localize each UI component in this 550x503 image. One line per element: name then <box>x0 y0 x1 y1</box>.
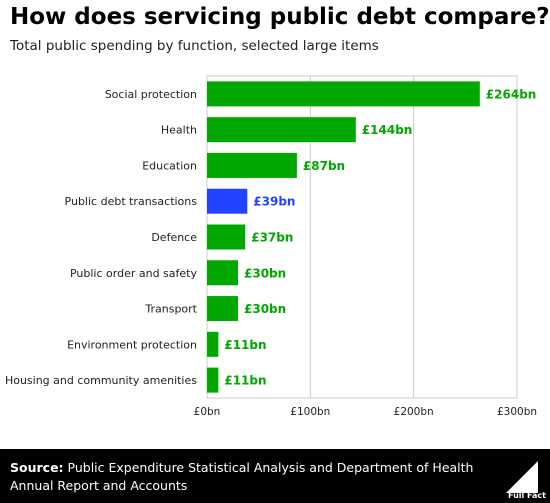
x-tick-label: £100bn <box>290 406 330 418</box>
x-tick-label: £0bn <box>194 406 221 418</box>
chart-title: How does servicing public debt compare? <box>10 4 550 30</box>
chart-subtitle: Total public spending by function, selec… <box>10 38 379 54</box>
full-fact-logo-icon <box>506 461 538 493</box>
value-label: £30bn <box>244 266 286 280</box>
source-note: Source: Public Expenditure Statistical A… <box>10 459 480 495</box>
value-label: £11bn <box>224 374 266 388</box>
value-label: £144bn <box>362 123 413 137</box>
value-label: £37bn <box>251 231 293 245</box>
source-label: Source: <box>10 460 64 475</box>
logo-text: Full Fact <box>508 491 546 500</box>
bar <box>207 81 480 107</box>
bar-chart: £0bn £100bn £200bn £300bn Social protection £… <box>5 75 537 418</box>
category-label: Health <box>161 124 197 137</box>
bar <box>207 367 219 393</box>
category-label: Social protection <box>105 88 197 101</box>
bar <box>207 296 238 322</box>
category-label: Education <box>142 159 197 172</box>
bar <box>207 224 246 250</box>
category-label: Environment protection <box>67 338 197 351</box>
category-label: Defence <box>151 231 197 244</box>
bars <box>207 81 480 393</box>
value-label: £264bn <box>486 87 537 101</box>
labels: £0bn £100bn £200bn £300bn Social protection £… <box>5 87 537 418</box>
bar <box>207 188 248 214</box>
value-label: £11bn <box>224 338 266 352</box>
value-label: £39bn <box>253 195 295 209</box>
category-label: Public order and safety <box>70 267 197 280</box>
x-tick-label: £200bn <box>394 406 434 418</box>
category-label: Transport <box>144 303 197 316</box>
bar <box>207 117 356 143</box>
bar <box>207 331 219 357</box>
category-label: Housing and community amenities <box>5 374 197 387</box>
category-label: Public debt transactions <box>65 195 198 208</box>
footer: Source: Public Expenditure Statistical A… <box>0 449 550 503</box>
value-label: £30bn <box>244 302 286 316</box>
bar <box>207 260 238 286</box>
bar <box>207 152 297 178</box>
value-label: £87bn <box>303 159 345 173</box>
x-tick-label: £300bn <box>497 406 537 418</box>
source-text: Public Expenditure Statistical Analysis … <box>10 460 474 493</box>
